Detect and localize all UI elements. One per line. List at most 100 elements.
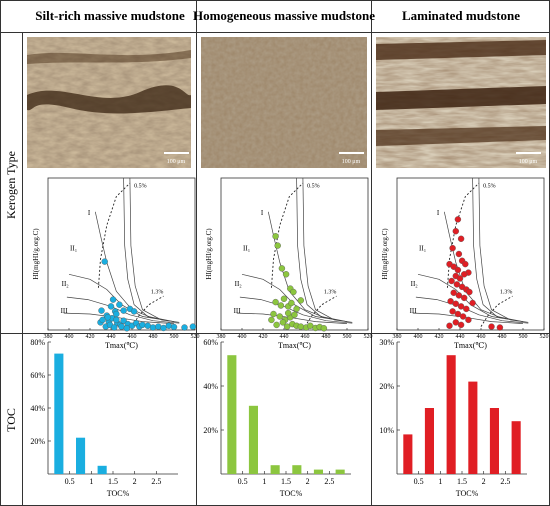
data-point (98, 307, 105, 314)
x-tick-label: 480 (498, 334, 507, 340)
toc-bar (248, 405, 258, 474)
kerogen-type-label: II₂ (62, 280, 70, 288)
toc-panel: 20% 40% 60% 80% 0.5 1 1.5 2 2.5 TOC% (30, 338, 178, 498)
x-tick-label: 400 (414, 334, 423, 340)
data-point (189, 323, 197, 330)
kerogen-type-label: III (410, 307, 418, 315)
data-point (288, 299, 295, 307)
data-point (272, 298, 279, 306)
data-point (461, 294, 468, 302)
kerogen-panel: 0.5% 1.3% I II₁ II₂ III 380 400 420 440 460 480 500 5… (32, 177, 200, 350)
data-point (272, 233, 279, 240)
x-tick-label: 500 (343, 334, 352, 340)
x-tick-label: 2.5 (151, 477, 161, 486)
data-point (276, 313, 283, 320)
toc-bar (446, 355, 456, 474)
column-title-homogeneous: Homogeneous massive mudstone (193, 8, 375, 23)
x-tick-label: 2 (482, 477, 486, 486)
kerogen-boundary-curve (472, 177, 524, 322)
data-point (457, 235, 465, 243)
data-point (454, 216, 462, 223)
y-tick-label: 60% (203, 338, 218, 347)
kerogen-charts: 0.5% 1.3% I II₁ II₂ III 380 400 420 440 460 480 500 5… (32, 177, 549, 350)
kerogen-type-label: II₁ (70, 245, 77, 253)
kerogen-boundary-curve (478, 177, 529, 323)
plot-frame (396, 177, 545, 331)
x-tick-label: 460 (301, 334, 310, 340)
y-tick-label: 40% (203, 382, 218, 391)
data-point (118, 323, 125, 330)
data-point (274, 242, 281, 249)
data-point (457, 321, 465, 329)
y-tick-label: 10% (379, 426, 394, 435)
x-tick-label: 520 (364, 334, 373, 340)
x-tick-label: 440 (456, 334, 465, 340)
ro-label-13: 1.3% (151, 290, 164, 296)
x-tick-label: 460 (128, 334, 137, 340)
data-point (461, 271, 468, 278)
toc-bar (97, 465, 107, 475)
kerogen-boundary-curve (123, 177, 175, 322)
data-point (120, 307, 127, 314)
data-point (469, 299, 476, 307)
toc-bar (489, 408, 499, 474)
data-point (456, 275, 464, 282)
x-tick-label: 520 (540, 334, 549, 340)
x-tick-label: 380 (44, 334, 53, 340)
x-tick-label: 420 (435, 334, 444, 340)
x-tick-label: 480 (322, 334, 331, 340)
y-axis-label: HI(mgHI/g.org.C) (205, 228, 213, 280)
x-tick-label: 0.5 (65, 477, 75, 486)
data-point (120, 317, 127, 324)
y-axis-label: HI(mgHI/g.org.C) (381, 228, 389, 280)
toc-bar (54, 353, 64, 474)
kerogen-boundary-curve (239, 296, 353, 324)
x-tick-label: 0.5 (238, 477, 248, 486)
data-point (447, 298, 454, 305)
x-tick-label: 2 (133, 477, 137, 486)
x-tick-label: 440 (107, 334, 116, 340)
data-point (462, 260, 469, 268)
data-point (101, 258, 108, 265)
data-point (280, 295, 288, 302)
toc-bar (468, 381, 478, 474)
data-point (109, 296, 117, 303)
data-point (454, 266, 462, 274)
data-point (279, 319, 287, 326)
data-point (170, 323, 178, 331)
x-tick-label: 1.5 (108, 477, 118, 486)
data-point (181, 324, 188, 331)
data-point (455, 250, 463, 258)
data-point (291, 311, 298, 318)
ro-label-05: 0.5% (134, 183, 147, 189)
data-point (450, 263, 457, 270)
micrograph-laminated: 100 μm (376, 37, 546, 168)
kerogen-type-label: I (437, 209, 440, 217)
data-point (149, 324, 157, 331)
toc-panel: 20% 40% 60% 0.5 1 1.5 2 2.5 TOC% (203, 338, 351, 498)
y-tick-label: 20% (203, 426, 218, 435)
ro-label-13: 1.3% (500, 290, 513, 296)
toc-bar (292, 465, 302, 474)
data-point (278, 265, 286, 272)
x-tick-label: 420 (259, 334, 268, 340)
x-tick-label: 380 (393, 334, 402, 340)
x-tick-label: 480 (149, 334, 158, 340)
data-point (452, 227, 459, 235)
data-point (139, 321, 146, 329)
data-point (449, 244, 456, 252)
kerogen-type-label: I (88, 209, 91, 217)
y-tick-label: 40% (30, 404, 45, 413)
data-point (488, 323, 495, 330)
data-point (293, 305, 300, 313)
data-point (123, 325, 131, 332)
data-point (99, 316, 106, 324)
data-point (130, 308, 138, 315)
micrograph-silt-rich: 100 μm (27, 37, 191, 168)
y-tick-label: 60% (30, 371, 45, 380)
data-point (110, 324, 118, 331)
x-tick-label: 500 (170, 334, 179, 340)
ro-label-05: 0.5% (483, 183, 496, 189)
kerogen-type-label: II₁ (243, 245, 250, 253)
